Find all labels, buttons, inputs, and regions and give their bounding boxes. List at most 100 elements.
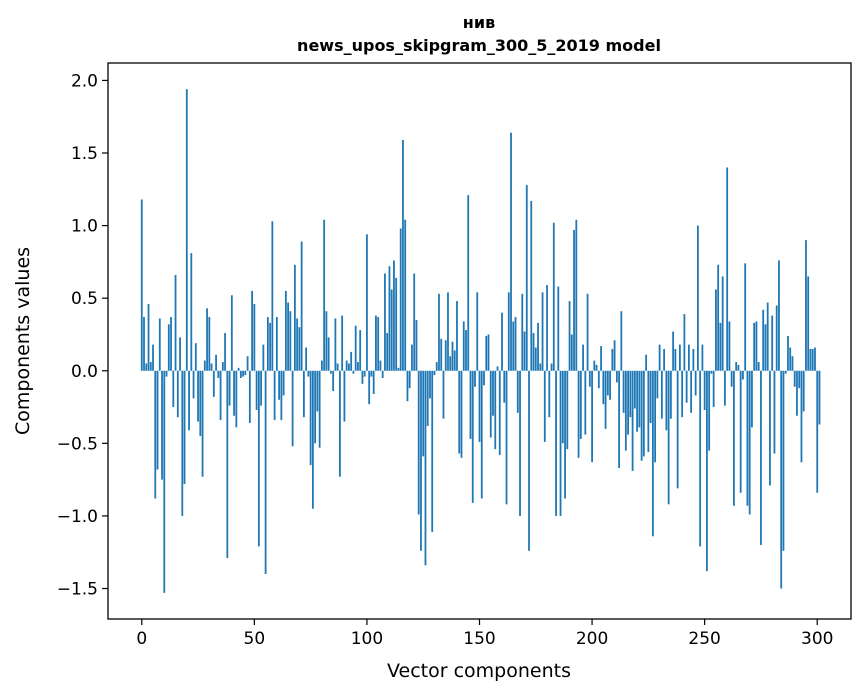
bar-component-215 <box>624 370 627 451</box>
bar-component-237 <box>674 348 677 371</box>
bar-component-292 <box>798 370 801 389</box>
bar-component-233 <box>665 370 668 431</box>
bar-component-185 <box>557 286 560 371</box>
bar-component-203 <box>597 370 600 389</box>
bar-component-11 <box>165 370 168 377</box>
bar-component-227 <box>651 370 654 537</box>
bar-component-244 <box>690 370 693 413</box>
chart-title: нив <box>463 13 495 32</box>
bar-component-104 <box>375 315 377 371</box>
bar-component-220 <box>636 370 639 432</box>
bar-component-4 <box>149 362 152 371</box>
bar-component-253 <box>710 370 713 374</box>
bar-component-84 <box>330 370 332 374</box>
bar-component-222 <box>640 370 643 461</box>
bar-component-297 <box>809 348 812 371</box>
bar-component-279 <box>769 370 771 486</box>
bar-component-221 <box>638 370 641 428</box>
bar-component-225 <box>647 370 650 453</box>
bars-group <box>140 89 821 593</box>
bar-component-30 <box>208 317 211 371</box>
x-axis: 0 50 100 150 200 250 300 <box>136 619 833 649</box>
y-axis: −1.5 −1.0 −0.5 0.0 0.5 1.0 1.5 2.0 <box>57 71 108 600</box>
bar-component-186 <box>559 370 562 516</box>
bar-component-69 <box>296 318 299 371</box>
bar-component-173 <box>530 200 533 371</box>
bar-component-145 <box>467 195 470 371</box>
bar-component-223 <box>642 370 645 457</box>
bar-component-23 <box>192 370 195 399</box>
bar-component-107 <box>381 370 384 379</box>
bar-component-66 <box>289 311 292 371</box>
bar-component-41 <box>233 370 235 416</box>
bar-component-124 <box>420 370 422 551</box>
y-tick-label: 1.0 <box>71 217 98 237</box>
bar-component-229 <box>656 370 659 399</box>
y-tick-label: 0.5 <box>71 289 98 309</box>
bar-component-192 <box>573 229 575 371</box>
bar-component-120 <box>411 344 413 371</box>
y-tick-label: 1.5 <box>71 144 98 164</box>
bar-component-261 <box>728 321 731 371</box>
bar-component-121 <box>413 273 416 371</box>
x-tick-label: 300 <box>801 629 833 649</box>
bar-component-111 <box>390 289 393 371</box>
bar-component-19 <box>183 370 186 484</box>
bar-component-77 <box>314 370 317 444</box>
bar-component-83 <box>327 337 330 371</box>
bar-component-2 <box>145 363 148 371</box>
bar-component-169 <box>521 293 524 371</box>
bar-component-59 <box>273 370 276 421</box>
bar-component-248 <box>699 370 702 547</box>
bar-component-270 <box>748 370 751 515</box>
x-tick-label: 100 <box>351 629 383 649</box>
bar-component-117 <box>404 219 407 371</box>
bar-component-64 <box>284 290 287 371</box>
bar-component-277 <box>764 324 767 371</box>
bar-component-231 <box>660 370 663 419</box>
bar-component-103 <box>372 370 375 394</box>
bar-component-210 <box>613 340 616 371</box>
bar-component-268 <box>744 263 747 371</box>
bar-component-130 <box>433 370 436 376</box>
bar-component-89 <box>341 315 344 371</box>
bar-component-99 <box>363 370 366 377</box>
bar-component-158 <box>496 366 499 371</box>
bar-component-0 <box>140 199 143 371</box>
bar-component-25 <box>197 370 199 422</box>
chart-subtitle: news_upos_skipgram_300_5_2019 model <box>297 36 661 55</box>
bar-component-18 <box>181 370 184 516</box>
bar-component-296 <box>807 276 810 371</box>
bar-component-166 <box>514 317 517 371</box>
bar-component-170 <box>523 331 526 371</box>
bar-component-293 <box>800 370 803 463</box>
bar-component-209 <box>611 348 614 371</box>
bar-component-295 <box>805 240 807 371</box>
bar-component-127 <box>426 370 429 426</box>
bar-component-113 <box>395 277 398 371</box>
bar-component-8 <box>158 318 161 371</box>
bar-component-94 <box>352 370 355 374</box>
x-tick-label: 200 <box>576 629 608 649</box>
bar-component-81 <box>323 219 326 371</box>
bar-component-290 <box>793 370 796 387</box>
bar-component-181 <box>548 370 551 418</box>
bar-component-33 <box>215 354 217 371</box>
bar-component-114 <box>397 367 400 371</box>
bar-component-72 <box>302 370 305 418</box>
bar-component-12 <box>167 324 170 371</box>
bar-component-37 <box>224 333 226 371</box>
bar-component-96 <box>357 362 359 371</box>
bar-component-200 <box>591 370 593 463</box>
bar-component-115 <box>399 228 402 371</box>
bar-component-137 <box>449 356 452 371</box>
bar-component-168 <box>519 370 521 516</box>
bar-component-95 <box>354 325 357 371</box>
bar-component-119 <box>408 370 411 389</box>
bar-component-245 <box>692 348 695 371</box>
bar-component-79 <box>318 370 321 448</box>
bar-component-21 <box>188 370 190 431</box>
bar-component-45 <box>242 370 244 377</box>
bar-component-242 <box>685 370 688 403</box>
bar-component-208 <box>609 370 611 400</box>
